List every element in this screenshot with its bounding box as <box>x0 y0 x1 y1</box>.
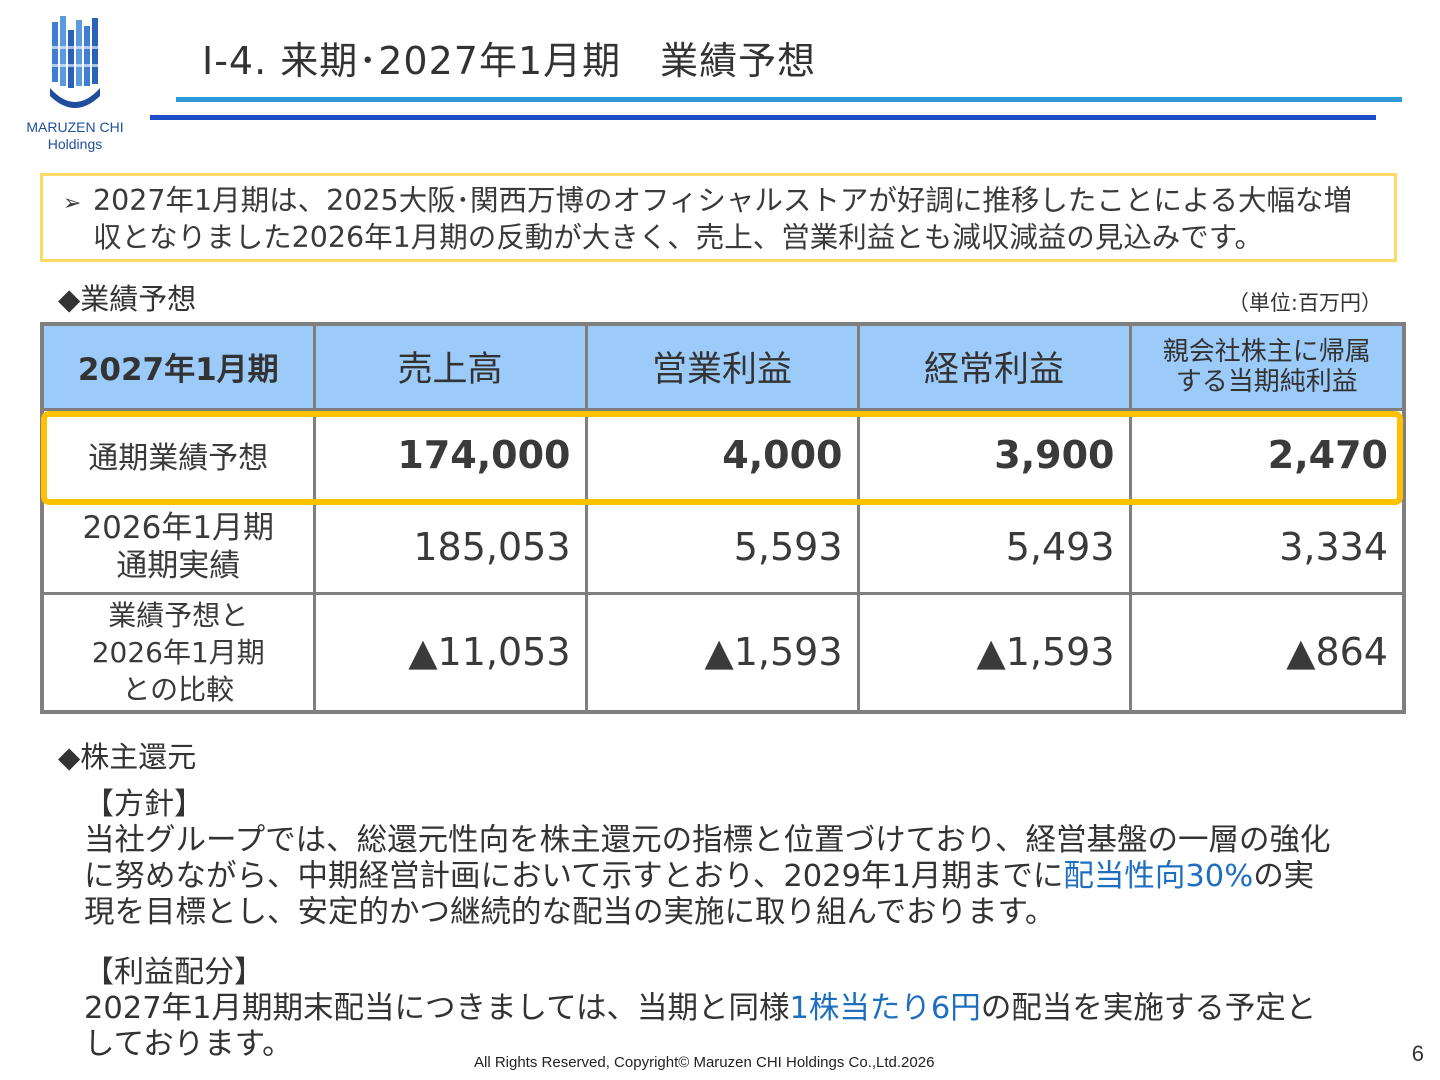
row-label: 通期業績予想 <box>40 407 316 502</box>
title-rule-dark <box>150 115 1376 120</box>
cell-net-sales: ▲11,053 <box>312 591 588 714</box>
logo-subtitle: Holdings <box>47 136 103 152</box>
header-net-income: 親会社株主に帰属 する当期純利益 <box>1128 322 1406 411</box>
cell-ordinary-profit: 5,493 <box>856 498 1132 595</box>
page-title: Ⅰ-4. 来期･2027年1月期 業績予想 <box>202 39 817 83</box>
cell-operating-profit: 5,593 <box>584 498 860 595</box>
shareholder-return-title: ◆株主還元 <box>58 740 197 774</box>
summary-notice: ➢ 2027年1月期は、2025大阪･関西万博のオフィシャルストアが好調に推移した… <box>40 173 1397 262</box>
notice-line-2: 収となりました2026年1月期の反動が大きく、売上、営業利益とも減収減益の見込み… <box>93 221 1263 254</box>
logo-name: MARUZEN CHI <box>26 119 124 135</box>
notice-line-1: ➢ 2027年1月期は、2025大阪･関西万博のオフィシャルストアが好調に推移した… <box>63 184 1384 221</box>
unit-label: （単位:百万円） <box>1227 291 1382 315</box>
copyright-footer: All Rights Reserved, Copyright© Maruzen … <box>474 1054 935 1071</box>
arrow-bullet-icon: ➢ <box>63 191 82 216</box>
row-label: 2026年1月期 通期実績 <box>40 498 316 595</box>
table-row-actual: 2026年1月期 通期実績 185,053 5,593 5,493 3,334 <box>40 498 1406 595</box>
cell-net-income: 3,334 <box>1128 498 1406 595</box>
cell-net-sales: 185,053 <box>312 498 588 595</box>
cell-ordinary-profit: ▲1,593 <box>856 591 1132 714</box>
table-header-row: 2027年1月期 売上高 営業利益 経常利益 親会社株主に帰属 する当期純利益 <box>40 322 1406 411</box>
dividend-highlight: 1株当たり6円 <box>789 991 981 1026</box>
title-rule-light <box>176 97 1402 102</box>
cell-operating-profit: ▲1,593 <box>584 591 860 714</box>
cell-operating-profit: 4,000 <box>584 407 860 502</box>
header-ordinary-profit: 経常利益 <box>856 322 1132 411</box>
policy-heading: 【方針】 <box>84 787 204 822</box>
page-number: 6 <box>1411 1041 1424 1066</box>
row-label: 業績予想と 2026年1月期 との比較 <box>40 591 316 714</box>
logo-mark-icon <box>50 16 100 108</box>
table-row-forecast: 通期業績予想 174,000 4,000 3,900 2,470 <box>40 407 1406 502</box>
cell-net-income: ▲864 <box>1128 591 1406 714</box>
header-period: 2027年1月期 <box>40 322 316 411</box>
policy-line-2: に努めながら、中期経営計画において示すとおり、2029年1月期までに配当性向30… <box>84 859 1315 894</box>
shareholder-return-body: 【方針】 当社グループでは、総還元性向を株主還元の指標と位置づけており、経営基盤… <box>84 787 1384 1063</box>
header-operating-profit: 営業利益 <box>584 322 860 411</box>
distribution-line-2: しております。 <box>84 1027 293 1062</box>
cell-ordinary-profit: 3,900 <box>856 407 1132 502</box>
distribution-heading: 【利益配分】 <box>84 955 264 990</box>
forecast-table: 2027年1月期 売上高 営業利益 経常利益 親会社株主に帰属 する当期純利益 … <box>40 322 1406 714</box>
cell-net-sales: 174,000 <box>312 407 588 502</box>
cell-net-income: 2,470 <box>1128 407 1406 502</box>
company-logo: MARUZEN CHI Holdings <box>14 16 136 156</box>
payout-ratio-highlight: 配当性向30% <box>1063 859 1254 894</box>
policy-line-3: 現を目標とし、安定的かつ継続的な配当の実施に取り組んでおります。 <box>84 895 1056 930</box>
policy-line-1: 当社グループでは、総還元性向を株主還元の指標と位置づけており、経営基盤の一層の強… <box>84 823 1331 858</box>
header-net-sales: 売上高 <box>312 322 588 411</box>
distribution-line-1: 2027年1月期期末配当につきましては、当期と同様1株当たり6円の配当を実施する… <box>84 991 1317 1026</box>
forecast-section-title: ◆業績予想 <box>58 282 197 316</box>
table-row-comparison: 業績予想と 2026年1月期 との比較 ▲11,053 ▲1,593 ▲1,59… <box>40 591 1406 714</box>
